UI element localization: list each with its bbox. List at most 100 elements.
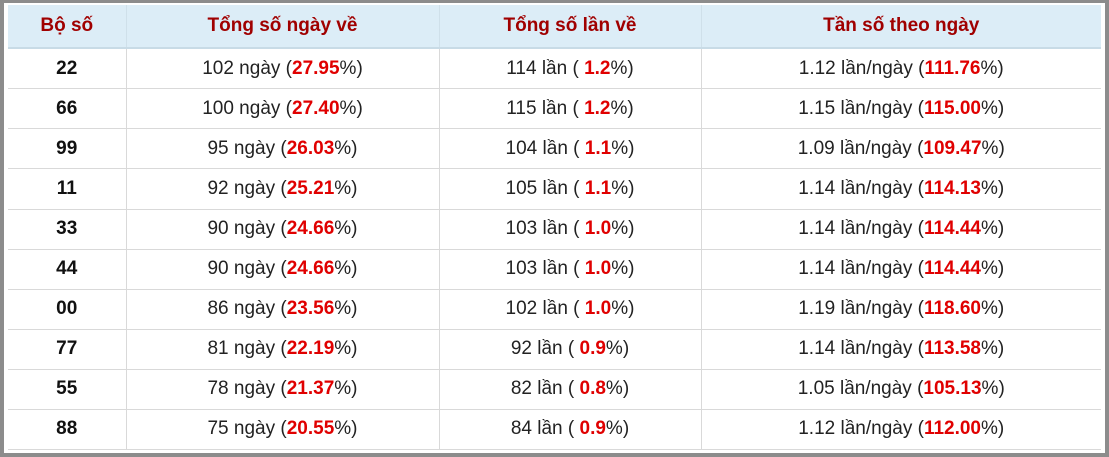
- cell-text: 105 lần (: [505, 178, 585, 200]
- cell-text: %): [981, 178, 1005, 200]
- percent-value: 114.44: [923, 258, 982, 280]
- table-row: 11 92 ngày (25.21%) 105 lần ( 1.1%) 1.14 lầ…: [8, 168, 1101, 210]
- cell-text: 114 lần (: [506, 57, 585, 79]
- header-cell: Tổng số ngày về: [126, 5, 440, 49]
- cell-text: 1.14 lần/ngày (: [798, 178, 924, 200]
- percent-value: 27.40: [292, 97, 340, 119]
- percent-value: 1.0: [584, 218, 612, 240]
- stat-cell: 92 lần ( 0.9%): [438, 329, 702, 370]
- pair-number: 44: [8, 249, 127, 290]
- stat-cell: 115 lần ( 1.2%): [438, 88, 702, 130]
- stat-cell: 1.14 lần/ngày (113.58%): [700, 329, 1101, 370]
- percent-value: 0.8: [579, 378, 606, 400]
- percent-value: 1.2: [584, 97, 611, 119]
- cell-text: %): [605, 338, 630, 360]
- stat-cell: 78 ngày (21.37%): [125, 369, 440, 410]
- header-cell: Bộ số: [8, 5, 127, 49]
- percent-value: 112.00: [923, 418, 982, 440]
- pair-number: 55: [8, 369, 127, 410]
- stat-cell: 104 lần ( 1.1%): [438, 128, 702, 170]
- cell-text: 84 lần (: [510, 418, 580, 440]
- stat-cell: 100 ngày (27.40%): [125, 88, 440, 130]
- cell-text: 86 ngày (: [207, 298, 287, 320]
- cell-text: %): [339, 97, 363, 119]
- cell-text: 103 lần (: [505, 258, 585, 280]
- cell-text: 102 ngày (: [202, 57, 292, 79]
- cell-text: 1.14 lần/ngày (: [798, 258, 924, 280]
- stat-cell: 1.15 lần/ngày (115.00%): [700, 88, 1101, 130]
- table-row: 66 100 ngày (27.40%) 115 lần ( 1.2%) 1.15 l…: [8, 88, 1101, 130]
- stat-cell: 90 ngày (24.66%): [125, 209, 440, 250]
- cell-text: %): [334, 178, 358, 200]
- percent-value: 118.60: [923, 298, 982, 320]
- cell-text: %): [611, 218, 635, 240]
- cell-text: 75 ngày (: [207, 418, 287, 440]
- cell-text: 115 lần (: [506, 97, 585, 119]
- stat-cell: 114 lần ( 1.2%): [438, 48, 702, 90]
- percent-value: 25.21: [286, 178, 335, 200]
- pair-number: 77: [8, 329, 127, 370]
- percent-value: 0.9: [579, 338, 606, 360]
- cell-text: 1.14 lần/ngày (: [798, 338, 924, 360]
- pair-number: 33: [8, 209, 127, 250]
- table-row: 55 78 ngày (21.37%) 82 lần ( 0.8%) 1.05 lần…: [8, 369, 1101, 410]
- stat-cell: 105 lần ( 1.1%): [438, 168, 702, 210]
- table-row: 33 90 ngày (24.66%) 103 lần ( 1.0%) 1.14 lầ…: [8, 209, 1101, 250]
- stats-table: Bộ số Tổng số ngày về Tổng số lần về Tần số…: [8, 5, 1101, 451]
- table-row: 00 86 ngày (23.56%) 102 lần ( 1.0%) 1.19 lầ…: [8, 289, 1101, 330]
- percent-value: 27.95: [292, 57, 340, 79]
- percent-value: 23.56: [286, 298, 335, 320]
- cell-text: 102 lần (: [505, 298, 585, 320]
- stat-cell: 1.14 lần/ngày (114.44%): [700, 249, 1101, 290]
- percent-value: 20.55: [286, 418, 335, 440]
- cell-text: %): [981, 97, 1005, 119]
- cell-text: 90 ngày (: [207, 218, 287, 240]
- stat-cell: 1.12 lần/ngày (111.76%): [700, 48, 1101, 90]
- stat-cell: 1.09 lần/ngày (109.47%): [700, 128, 1101, 170]
- percent-value: 24.66: [286, 258, 335, 280]
- table-row: 77 81 ngày (22.19%) 92 lần ( 0.9%) 1.14 lần…: [8, 329, 1101, 370]
- percent-value: 113.58: [923, 338, 982, 360]
- percent-value: 24.66: [286, 218, 335, 240]
- cell-text: 92 ngày (: [207, 178, 287, 200]
- stat-cell: 81 ngày (22.19%): [125, 329, 440, 370]
- cell-text: 104 lần (: [505, 137, 585, 159]
- stat-cell: 102 lần ( 1.0%): [438, 289, 702, 330]
- stat-cell: 90 ngày (24.66%): [125, 249, 440, 290]
- percent-value: 111.76: [924, 57, 981, 79]
- cell-text: 100 ngày (: [202, 97, 292, 119]
- cell-text: %): [611, 137, 635, 159]
- table-row: 99 95 ngày (26.03%) 104 lần ( 1.1%) 1.09 lầ…: [8, 128, 1101, 170]
- cell-text: %): [610, 97, 634, 119]
- percent-value: 22.19: [286, 338, 335, 360]
- cell-text: %): [611, 178, 635, 200]
- cell-text: 1.14 lần/ngày (: [798, 218, 924, 240]
- cell-text: 78 ngày (: [207, 378, 287, 400]
- pair-number: 66: [8, 88, 127, 130]
- header-cell: Tần số theo ngày: [701, 5, 1101, 49]
- cell-text: 95 ngày (: [207, 137, 287, 159]
- cell-text: %): [611, 258, 635, 280]
- table-row: 44 90 ngày (24.66%) 103 lần ( 1.0%) 1.14 lầ…: [8, 249, 1101, 290]
- cell-text: 1.05 lần/ngày (: [797, 378, 924, 400]
- percent-value: 105.13: [923, 378, 982, 400]
- table-row: 22 102 ngày (27.95%) 114 lần ( 1.2%) 1.12 l…: [8, 48, 1101, 90]
- cell-text: %): [339, 57, 363, 79]
- pair-number: 11: [8, 168, 127, 210]
- cell-text: %): [981, 378, 1005, 400]
- stat-cell: 84 lần ( 0.9%): [438, 409, 702, 451]
- percent-value: 1.1: [584, 137, 612, 159]
- header-row: Bộ số Tổng số ngày về Tổng số lần về Tần số…: [8, 5, 1101, 49]
- pair-number: 88: [8, 409, 127, 451]
- cell-text: 81 ngày (: [207, 338, 287, 360]
- cell-text: %): [981, 258, 1005, 280]
- stat-cell: 103 lần ( 1.0%): [438, 249, 702, 290]
- pair-number: 99: [8, 128, 127, 170]
- cell-text: %): [334, 258, 358, 280]
- cell-text: %): [981, 338, 1005, 360]
- cell-text: 92 lần (: [510, 338, 580, 360]
- percent-value: 1.0: [584, 298, 612, 320]
- stat-cell: 1.14 lần/ngày (114.13%): [700, 168, 1101, 210]
- cell-text: %): [981, 137, 1005, 159]
- cell-text: 90 ngày (: [207, 258, 287, 280]
